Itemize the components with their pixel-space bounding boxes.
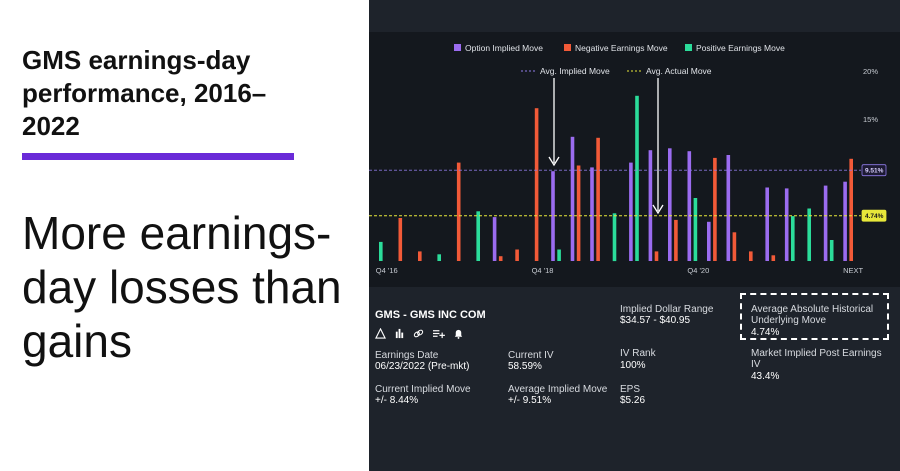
ref-badge bbox=[861, 209, 887, 222]
bar-negative bbox=[732, 232, 737, 261]
x-tick-label: Q4 '18 bbox=[532, 266, 554, 275]
current-iv-value: 58.59% bbox=[508, 361, 542, 372]
legend-label-positive: Positive Earnings Move bbox=[696, 43, 785, 53]
legend-label-negative: Negative Earnings Move bbox=[575, 43, 668, 53]
bar-negative bbox=[534, 108, 539, 261]
current-implied-move-value: +/- 8.44% bbox=[375, 395, 419, 406]
implied-dollar-range-value: $34.57 - $40.95 bbox=[620, 315, 691, 326]
bar-implied bbox=[726, 155, 731, 261]
iv-rank-label: IV Rank bbox=[620, 348, 656, 359]
bar-implied bbox=[629, 162, 633, 261]
bar-positive bbox=[612, 213, 617, 262]
highlight-box bbox=[740, 293, 889, 340]
bar-negative bbox=[654, 251, 659, 261]
bar-implied bbox=[707, 221, 711, 261]
bar-negative bbox=[749, 251, 753, 261]
bar-negative bbox=[456, 162, 461, 261]
bar-negative bbox=[771, 255, 776, 261]
x-axis-ticks: Q4 '16 Q4 '18 Q4 '20 NEXT bbox=[376, 266, 864, 275]
chart-legend: Option Implied Move Negative Earnings Mo… bbox=[454, 43, 785, 53]
legend-swatch-implied bbox=[454, 44, 461, 51]
arrow-avg-implied bbox=[548, 78, 560, 167]
legend-swatch-positive bbox=[685, 44, 692, 51]
ticker-name: GMS - GMS INC COM bbox=[375, 309, 486, 321]
iv-rank-value: 100% bbox=[620, 360, 646, 371]
x-tick-label: NEXT bbox=[843, 266, 863, 275]
earnings-date-label: Earnings Date bbox=[375, 350, 439, 361]
bar-negative bbox=[515, 249, 519, 261]
bar-positive bbox=[476, 211, 480, 261]
page-title: GMS earnings-day performance, 2016–2022 bbox=[22, 45, 267, 141]
bar-chart-icon[interactable] bbox=[394, 328, 405, 339]
reference-legend: Avg. Implied Move Avg. Actual Move bbox=[521, 66, 712, 76]
earnings-chart: Option Implied Move Negative Earnings Mo… bbox=[369, 32, 900, 287]
ref-badge bbox=[861, 164, 887, 177]
bar-implied bbox=[492, 217, 497, 261]
bar-negative bbox=[849, 158, 853, 261]
toolbar-icons bbox=[375, 328, 464, 339]
legend-swatch-negative bbox=[564, 44, 571, 51]
legend-label-avg-implied: Avg. Implied Move bbox=[540, 66, 610, 76]
bar-positive bbox=[791, 216, 795, 261]
bar-implied bbox=[551, 171, 555, 261]
bar-negative bbox=[576, 165, 581, 261]
bar-implied bbox=[668, 148, 672, 261]
bar-implied bbox=[648, 150, 653, 261]
chart-svg: Option Implied Move Negative Earnings Mo… bbox=[369, 43, 887, 275]
bar-positive bbox=[693, 198, 698, 261]
bar-implied bbox=[570, 136, 575, 261]
bar-negative bbox=[498, 256, 503, 261]
legend-label-implied: Option Implied Move bbox=[465, 43, 543, 53]
y-tick-label: 15% bbox=[863, 115, 878, 124]
bar-negative bbox=[713, 157, 717, 261]
bar-positive bbox=[829, 240, 834, 261]
reference-lines-layer: 9.51% 4.74% bbox=[369, 164, 887, 222]
bell-icon[interactable] bbox=[453, 328, 464, 339]
stock-info: GMS - GMS INC COM Implied Dollar Range $… bbox=[369, 287, 900, 471]
eps-value: $5.26 bbox=[620, 395, 646, 406]
x-tick-label: Q4 '20 bbox=[687, 266, 709, 275]
bars-layer bbox=[379, 95, 853, 262]
bar-positive bbox=[557, 249, 561, 261]
current-implied-move-label: Current Implied Move bbox=[375, 384, 471, 395]
current-iv-label: Current IV bbox=[508, 350, 554, 361]
bar-implied bbox=[765, 187, 769, 261]
triangle-alert-icon[interactable] bbox=[375, 328, 386, 339]
earnings-date-value: 06/23/2022 (Pre-mkt) bbox=[375, 361, 470, 372]
bar-positive bbox=[635, 95, 639, 261]
bar-implied bbox=[823, 185, 828, 261]
headline: More earnings-day losses than gains bbox=[22, 207, 342, 367]
bar-negative bbox=[418, 251, 422, 261]
y-tick-label: 20% bbox=[863, 67, 878, 76]
earnings-panel: Option Implied Move Negative Earnings Mo… bbox=[369, 0, 900, 471]
bar-negative bbox=[596, 137, 600, 261]
bar-positive bbox=[379, 241, 383, 261]
link-icon[interactable] bbox=[413, 328, 424, 339]
eps-label: EPS bbox=[620, 384, 641, 395]
avg-abs-hist-value: 4.74% bbox=[751, 327, 780, 338]
market-implied-label: Market Implied Post Earnings IV bbox=[751, 348, 882, 370]
implied-dollar-range-label: Implied Dollar Range bbox=[620, 304, 714, 315]
bar-implied bbox=[687, 151, 692, 261]
bar-negative bbox=[674, 219, 678, 261]
arrow-avg-actual bbox=[652, 78, 664, 215]
market-implied-value: 43.4% bbox=[751, 371, 780, 382]
legend-label-avg-actual: Avg. Actual Move bbox=[646, 66, 712, 76]
bar-negative bbox=[398, 218, 403, 261]
ref-badge-label: 9.51% bbox=[865, 168, 884, 175]
ref-badge-label: 4.74% bbox=[865, 213, 884, 220]
average-implied-move-label: Average Implied Move bbox=[508, 384, 608, 395]
bar-implied bbox=[784, 188, 789, 261]
average-implied-move-value: +/- 9.51% bbox=[508, 395, 552, 406]
bar-implied bbox=[590, 167, 594, 261]
add-list-icon[interactable] bbox=[432, 328, 445, 339]
avg-abs-hist-label: Average Absolute Historical Underlying M… bbox=[751, 304, 874, 326]
bar-positive bbox=[437, 254, 441, 261]
bar-implied bbox=[843, 181, 847, 261]
x-tick-label: Q4 '16 bbox=[376, 266, 398, 275]
accent-divider bbox=[22, 153, 294, 160]
bar-positive bbox=[807, 208, 811, 261]
